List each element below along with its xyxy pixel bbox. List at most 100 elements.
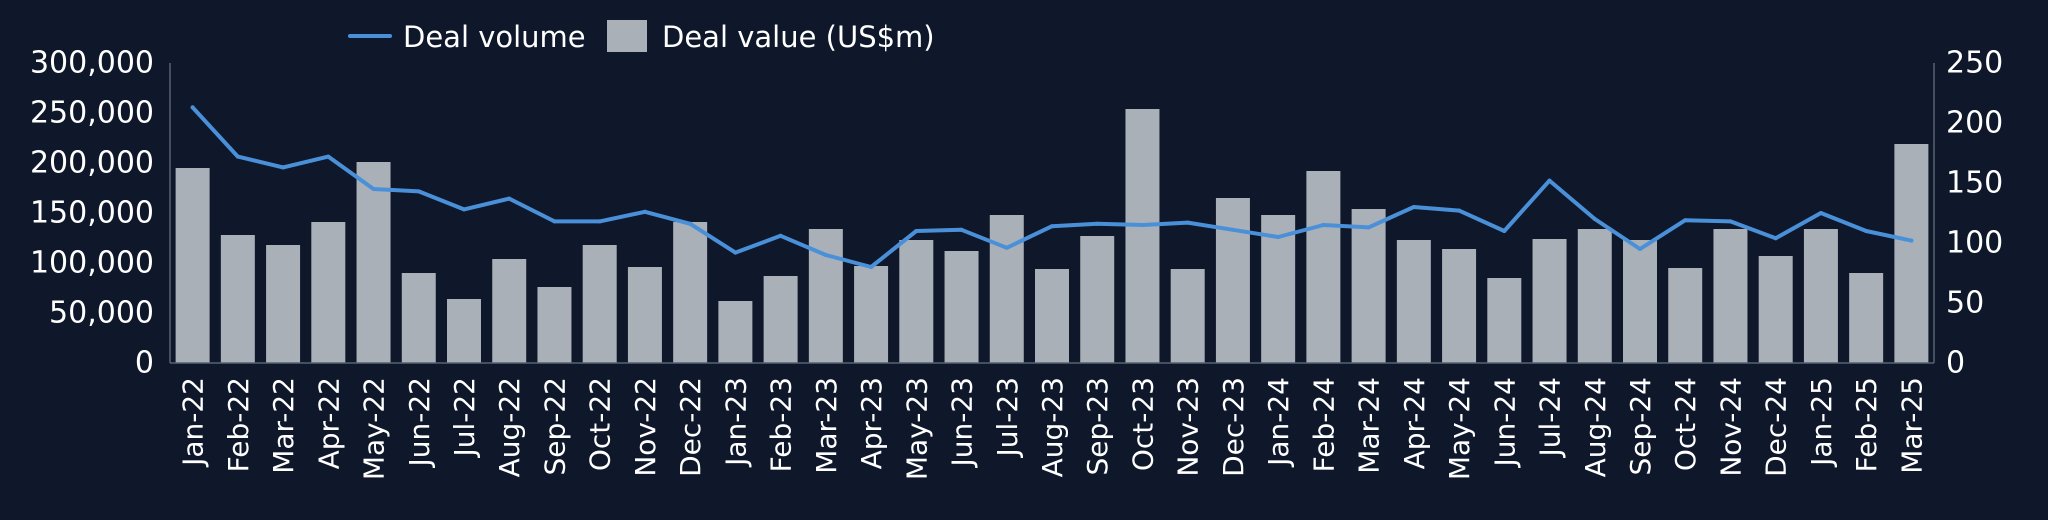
left-tick-label: 300,000 [30, 46, 154, 81]
point-Sep-22 [552, 219, 557, 224]
bar-Dec-23 [1215, 198, 1250, 363]
point-May-24 [1457, 208, 1462, 213]
point-Jun-23 [959, 227, 964, 232]
point-Dec-24 [1773, 236, 1778, 241]
x-tick-label: Sep-24 [1624, 377, 1657, 476]
bar-Mar-25 [1894, 144, 1929, 363]
x-tick-label: Sep-22 [538, 377, 571, 476]
left-tick-label: 100,000 [30, 246, 154, 281]
point-Oct-24 [1683, 218, 1688, 223]
right-tick-label: 50 [1946, 286, 1984, 321]
bar-Jan-24 [1261, 215, 1296, 363]
x-tick-label: May-22 [358, 377, 391, 480]
bar-Feb-24 [1306, 171, 1341, 363]
point-Jan-24 [1276, 235, 1281, 239]
x-tick-label: Apr-23 [855, 377, 888, 469]
bar-Jan-23 [718, 301, 753, 363]
legend-label-deal-volume: Deal volume [403, 20, 586, 54]
x-tick-label: Dec-22 [674, 377, 707, 477]
point-Jan-23 [733, 250, 738, 255]
point-Jun-24 [1502, 229, 1507, 233]
point-Sep-23 [1095, 221, 1100, 226]
x-tick-label: Oct-24 [1669, 377, 1702, 471]
line-series [190, 105, 1914, 269]
x-tick-label: Feb-22 [222, 377, 255, 472]
point-Jul-23 [1004, 245, 1009, 250]
point-Feb-24 [1321, 223, 1326, 227]
x-axis-ticks: Jan-22 Feb-22 Mar-22 Apr-22 May-22 Jun-22 Jul-… [177, 377, 1929, 480]
x-tick-label: Aug-22 [493, 377, 526, 477]
x-tick-label: Sep-23 [1081, 377, 1114, 476]
point-Jul-24 [1547, 178, 1552, 183]
point-Jan-22 [190, 105, 195, 110]
point-Jul-22 [462, 207, 466, 212]
x-tick-label: Mar-23 [810, 377, 843, 474]
bar-Jul-24 [1532, 239, 1567, 363]
x-tick-label: Jun-23 [946, 377, 979, 468]
point-Feb-23 [778, 233, 783, 238]
bar-Nov-24 [1713, 229, 1748, 363]
point-Jan-25 [1818, 211, 1823, 215]
point-Apr-22 [326, 154, 331, 159]
right-tick-label: 200 [1946, 106, 2003, 141]
bar-Jul-22 [447, 299, 481, 363]
bar-Jun-22 [401, 273, 436, 363]
x-tick-label: Aug-24 [1579, 377, 1612, 477]
bar-Jul-23 [989, 215, 1024, 363]
left-tick-label: 50,000 [49, 296, 154, 331]
point-Mar-24 [1366, 225, 1371, 230]
bar-Nov-22 [627, 267, 662, 363]
bar-Apr-23 [854, 266, 889, 363]
x-tick-label: May-24 [1443, 377, 1476, 480]
x-tick-label: Feb-23 [765, 377, 798, 472]
point-May-22 [371, 187, 376, 191]
bar-Oct-23 [1125, 109, 1160, 363]
bar-Dec-24 [1758, 256, 1793, 363]
x-tick-label: Mar-25 [1895, 377, 1928, 474]
point-Nov-24 [1728, 219, 1733, 224]
point-Feb-22 [235, 154, 240, 159]
point-Jun-22 [416, 189, 421, 194]
point-Aug-22 [507, 196, 512, 201]
legend: Deal volume Deal value (US$m) [348, 20, 935, 54]
bar-Aug-24 [1577, 229, 1612, 363]
point-Dec-22 [688, 221, 693, 226]
point-Feb-25 [1864, 229, 1869, 233]
bar-Feb-25 [1849, 273, 1884, 363]
bar-Jan-22 [175, 168, 210, 363]
bar-Sep-22 [537, 287, 572, 363]
bar-May-22 [356, 162, 391, 363]
point-Dec-23 [1230, 227, 1235, 232]
x-tick-label: Apr-24 [1398, 377, 1431, 469]
bar-Apr-22 [311, 222, 346, 363]
x-tick-label: Nov-23 [1172, 377, 1205, 477]
bar-Dec-22 [673, 222, 708, 363]
left-tick-label: 250,000 [30, 96, 154, 131]
point-Mar-25 [1909, 238, 1914, 243]
point-Nov-23 [1185, 220, 1190, 225]
left-tick-label: 0 [135, 346, 154, 381]
x-tick-label: Feb-25 [1850, 377, 1883, 472]
x-tick-label: Jun-22 [403, 377, 436, 468]
bar-Feb-23 [763, 276, 798, 363]
x-tick-label: Dec-24 [1760, 377, 1793, 477]
right-tick-label: 150 [1946, 166, 2003, 201]
right-tick-label: 100 [1946, 226, 2003, 261]
x-tick-label: Jul-24 [1534, 377, 1567, 459]
bar-Jan-25 [1803, 229, 1838, 363]
bar-series [175, 109, 1929, 363]
left-tick-label: 150,000 [30, 196, 154, 231]
point-Oct-22 [597, 219, 602, 224]
x-tick-label: Oct-22 [584, 377, 617, 471]
bar-Oct-24 [1668, 268, 1703, 363]
point-Nov-22 [642, 209, 647, 214]
bar-Sep-23 [1080, 236, 1115, 363]
left-axis-ticks: 0 50,000 100,000 150,000 200,000 250,000 300,0… [30, 46, 154, 381]
point-Mar-22 [281, 165, 286, 170]
x-tick-label: Jul-23 [991, 377, 1024, 459]
point-Apr-24 [1411, 205, 1416, 209]
bar-May-24 [1442, 249, 1477, 363]
bar-Apr-24 [1396, 240, 1431, 363]
bar-Nov-23 [1170, 269, 1205, 363]
point-Sep-24 [1638, 247, 1642, 251]
